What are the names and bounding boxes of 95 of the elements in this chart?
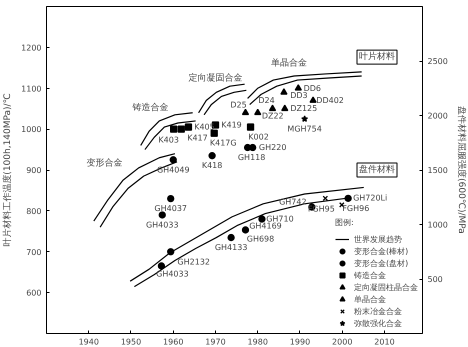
annotation: GH4049 bbox=[156, 165, 190, 174]
legend-label: 变形合金(盘材) bbox=[354, 258, 408, 268]
point bbox=[184, 123, 192, 131]
point bbox=[170, 156, 177, 164]
point bbox=[158, 262, 166, 270]
annotation: 单晶合金 bbox=[271, 58, 308, 69]
annotation: 定向凝固合金 bbox=[188, 72, 242, 84]
annotation: GH4033 bbox=[156, 270, 189, 279]
y2-tick-label: 2500 bbox=[428, 57, 448, 66]
point bbox=[294, 84, 302, 91]
annotation: K419 bbox=[221, 120, 242, 130]
annotation: D25 bbox=[230, 100, 247, 110]
point bbox=[242, 108, 250, 116]
y2-axis-title: 盘件材料屈服强度(600℃)/MPa bbox=[456, 106, 467, 234]
point bbox=[178, 125, 185, 133]
annotation: DZ125 bbox=[290, 104, 318, 114]
y2-tick-label: 500 bbox=[428, 275, 443, 284]
y2-tick-label: 2000 bbox=[428, 112, 448, 120]
y-tick-label: 1100 bbox=[21, 84, 42, 94]
legend-label: 单晶合金 bbox=[354, 294, 386, 304]
annotation: 盘件材料 bbox=[359, 164, 396, 175]
annotation: 变形合金 bbox=[86, 157, 122, 168]
point bbox=[258, 215, 266, 223]
point bbox=[158, 211, 166, 219]
point bbox=[322, 196, 328, 202]
y-tick-label: 1200 bbox=[21, 43, 42, 52]
annotation: DD3 bbox=[290, 90, 308, 100]
line-series bbox=[203, 90, 247, 116]
legend-label: 粉末冶金合金 bbox=[354, 306, 402, 316]
annotation: K418 bbox=[202, 161, 222, 170]
y-tick-label: 600 bbox=[26, 288, 42, 298]
annotation: DZ22 bbox=[262, 111, 284, 120]
annotation: DD402 bbox=[316, 96, 344, 106]
point bbox=[301, 115, 308, 122]
point bbox=[227, 234, 235, 242]
annotation: GH742 bbox=[279, 198, 307, 207]
legend-label: 弥散强化合金 bbox=[354, 318, 402, 328]
annotation: K403 bbox=[158, 136, 179, 145]
annotation: K417G bbox=[210, 138, 237, 148]
point bbox=[280, 88, 288, 95]
x-tick-label: 1960 bbox=[163, 338, 184, 346]
x-tick-label: 1970 bbox=[205, 338, 226, 346]
x-tick-label: 1940 bbox=[78, 338, 99, 346]
y-tick-label: 1000 bbox=[21, 125, 42, 134]
y-axis-title: 叶片材料工作温度(100h,140MPa)/℃ bbox=[2, 93, 14, 247]
annotation: GH710 bbox=[266, 214, 294, 224]
annotation: GH4033 bbox=[146, 220, 179, 230]
x-tick-label: 1980 bbox=[248, 338, 268, 346]
point bbox=[170, 125, 178, 133]
annotation: K405 bbox=[194, 122, 215, 132]
point bbox=[268, 104, 276, 112]
legend-label: 世界发展趋势 bbox=[354, 234, 402, 244]
annotation: DD6 bbox=[304, 84, 322, 93]
annotation: GH118 bbox=[238, 153, 266, 162]
annotation: GH720Li bbox=[353, 194, 388, 203]
annotation: 铸造合金 bbox=[132, 102, 169, 113]
y-tick-label: 900 bbox=[26, 166, 42, 175]
annotation: MGH754 bbox=[287, 124, 322, 134]
y2-tick-label: 1000 bbox=[428, 220, 448, 230]
point bbox=[309, 96, 317, 103]
point bbox=[242, 226, 250, 234]
annotation: D24 bbox=[258, 96, 275, 106]
x-tick-label: 1950 bbox=[120, 338, 142, 346]
x-tick-label: 2000 bbox=[332, 338, 352, 346]
annotation: GH220 bbox=[258, 143, 286, 152]
point bbox=[249, 144, 256, 152]
annotation: 叶片材料 bbox=[359, 51, 396, 62]
point bbox=[167, 248, 174, 256]
annotation: GH2132 bbox=[177, 257, 210, 266]
annotation: GH4037 bbox=[154, 204, 187, 214]
point bbox=[344, 194, 352, 202]
legend-label: 铸造合金 bbox=[354, 270, 386, 280]
y2-tick-label: 1500 bbox=[428, 166, 448, 175]
annotation: GH4133 bbox=[214, 242, 248, 252]
legend-label: 变形合金(棒材) bbox=[354, 246, 408, 256]
y-tick-label: 700 bbox=[26, 248, 42, 257]
legend-title: 图例: bbox=[335, 217, 355, 228]
x-tick-label: 2010 bbox=[374, 338, 395, 346]
y-tick-label: 800 bbox=[26, 206, 42, 216]
point bbox=[246, 123, 254, 131]
annotation: FGH96 bbox=[342, 204, 370, 214]
point bbox=[208, 152, 216, 160]
annotation: GH4169 bbox=[249, 222, 282, 231]
line-series bbox=[249, 75, 362, 106]
annotation: K002 bbox=[248, 132, 269, 142]
point bbox=[167, 194, 174, 202]
legend-label: 定向凝固柱晶合金 bbox=[354, 282, 418, 292]
annotation: FGH95 bbox=[308, 204, 335, 214]
line-series bbox=[198, 84, 246, 114]
annotation: K417 bbox=[187, 134, 208, 143]
x-tick-label: 1990 bbox=[290, 338, 310, 346]
point bbox=[210, 130, 218, 137]
point bbox=[281, 104, 288, 112]
point bbox=[254, 108, 262, 116]
annotation: GH698 bbox=[246, 234, 274, 244]
